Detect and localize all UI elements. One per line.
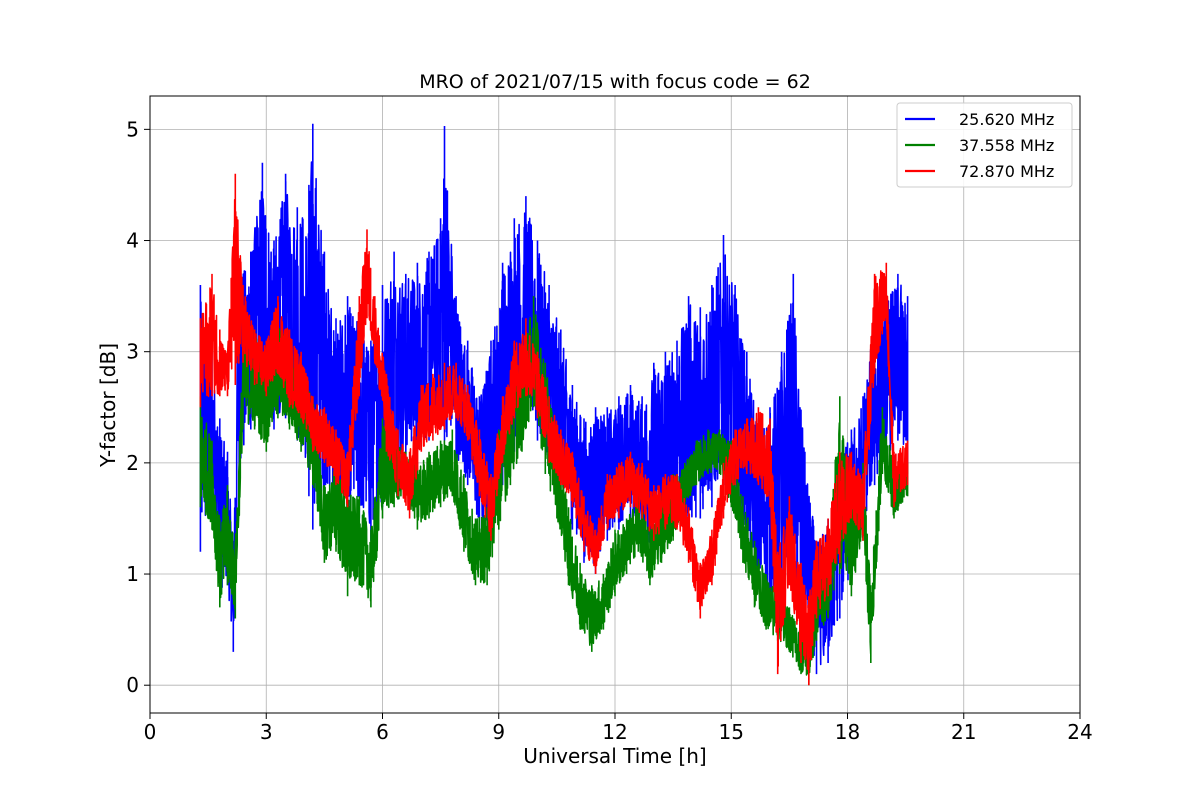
y-tick-label: 3: [126, 340, 139, 364]
x-tick-label: 0: [144, 720, 157, 744]
x-tick-label: 3: [260, 720, 273, 744]
y-tick-label: 2: [126, 451, 139, 475]
series-line-72-870-mhz: [199, 173, 909, 686]
legend-label: 37.558 MHz: [959, 136, 1054, 155]
y-tick-label: 1: [126, 562, 139, 586]
x-tick-label: 18: [835, 720, 860, 744]
y-tick-label: 5: [126, 117, 139, 141]
y-axis-label: Y-factor [dB]: [96, 343, 120, 468]
x-tick-label: 6: [376, 720, 389, 744]
legend-label: 25.620 MHz: [959, 110, 1054, 129]
legend-box: [896, 102, 1073, 188]
y-tick-label: 0: [126, 673, 139, 697]
x-axis-label: Universal Time [h]: [523, 744, 706, 768]
x-tick-label: 12: [602, 720, 627, 744]
y-tick-label: 4: [126, 229, 139, 253]
x-tick-label: 9: [492, 720, 505, 744]
legend-label: 72.870 MHz: [959, 162, 1054, 181]
x-tick-label: 15: [719, 720, 744, 744]
chart-title: MRO of 2021/07/15 with focus code = 62: [419, 71, 811, 93]
x-tick-label: 21: [951, 720, 976, 744]
x-tick-label: 24: [1067, 720, 1092, 744]
